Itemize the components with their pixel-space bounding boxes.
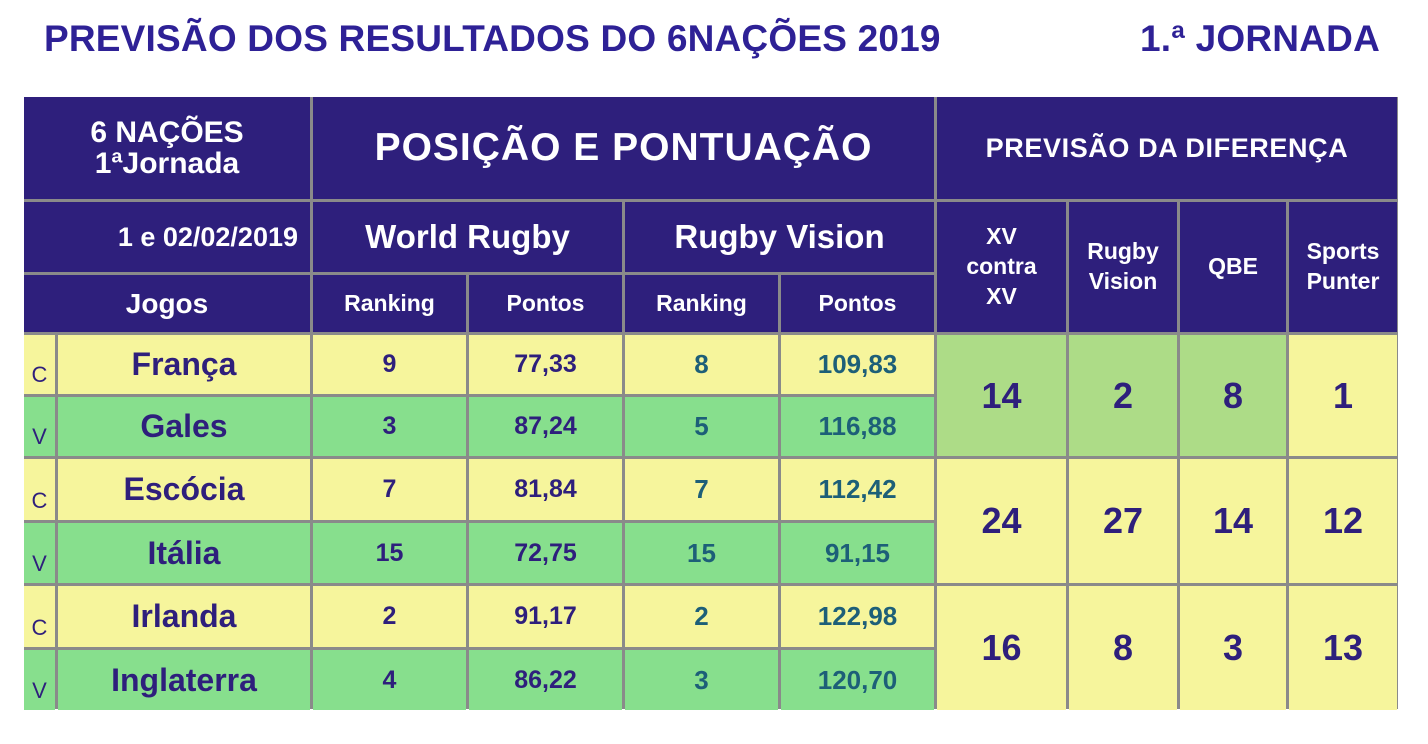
match2-away-wr-points: 72,75: [469, 523, 622, 583]
header-jogos: Jogos: [24, 275, 310, 332]
header-competition: 6 NAÇÕES 1ªJornada: [24, 97, 310, 199]
header-pred-rv-line2: Vision: [1088, 268, 1158, 294]
header-competition-line1: 6 NAÇÕES: [90, 115, 244, 149]
match1-away-wr-points: 87,24: [469, 397, 622, 456]
match2-home-wr-points: 81,84: [469, 459, 622, 520]
header-wr-ranking: Ranking: [313, 275, 466, 332]
match3-away-wr-points: 86,22: [469, 650, 622, 710]
header-date: 1 e 02/02/2019: [24, 202, 310, 272]
match3-home-wr-points: 91,17: [469, 586, 622, 647]
match2-home-wr-ranking: 7: [313, 459, 466, 520]
match1-home-rv-points: 109,83: [781, 335, 934, 394]
match3-pred-sports-punter: 13: [1289, 586, 1397, 710]
predictions-table: 6 NAÇÕES 1ªJornada POSIÇÃO E PONTUAÇÃO P…: [24, 97, 1398, 710]
match3-pred-rugby-vision: 8: [1069, 586, 1177, 710]
match1-home-rv-ranking: 8: [625, 335, 778, 394]
header-prediction-diff: PREVISÃO DA DIFERENÇA: [937, 97, 1397, 199]
page-title: PREVISÃO DOS RESULTADOS DO 6NAÇÕES 2019 …: [44, 14, 1380, 64]
match2-home-rv-points: 112,42: [781, 459, 934, 520]
match2-away-rv-points: 91,15: [781, 523, 934, 583]
match1-pred-xv: 14: [937, 335, 1066, 456]
match1-away-team: Gales: [58, 397, 310, 456]
header-pred-qbe: QBE: [1180, 202, 1286, 332]
match2-pred-qbe: 14: [1180, 459, 1286, 583]
match1-away-rv-ranking: 5: [625, 397, 778, 456]
match1-away-tag: V: [24, 397, 55, 456]
header-pred-xv: XV contra XV: [937, 202, 1066, 332]
match1-away-rv-points: 116,88: [781, 397, 934, 456]
header-rv-pontos: Pontos: [781, 275, 934, 332]
match3-home-rv-points: 122,98: [781, 586, 934, 647]
header-rv-ranking: Ranking: [625, 275, 778, 332]
match2-pred-rugby-vision: 27: [1069, 459, 1177, 583]
match1-away-wr-ranking: 3: [313, 397, 466, 456]
header-pred-rv-line1: Rugby: [1087, 238, 1159, 265]
header-pred-rugby-vision: Rugby Vision: [1069, 202, 1177, 332]
header-wr-pontos: Pontos: [469, 275, 622, 332]
header-pred-qbe-label: QBE: [1208, 253, 1258, 280]
header-competition-line2: 1ªJornada: [94, 147, 240, 180]
match3-away-rv-points: 120,70: [781, 650, 934, 710]
match3-home-wr-ranking: 2: [313, 586, 466, 647]
header-pred-sp-line1: Sports: [1306, 238, 1380, 265]
match1-pred-rugby-vision: 2: [1069, 335, 1177, 456]
match2-away-rv-ranking: 15: [625, 523, 778, 583]
match2-pred-sports-punter: 12: [1289, 459, 1397, 583]
header-world-rugby: World Rugby: [313, 202, 622, 272]
match1-home-tag: C: [24, 335, 55, 394]
header-pred-sp-line2: Punter: [1306, 268, 1380, 294]
match3-pred-xv: 16: [937, 586, 1066, 710]
match3-home-rv-ranking: 2: [625, 586, 778, 647]
match3-away-rv-ranking: 3: [625, 650, 778, 710]
match1-pred-qbe: 8: [1180, 335, 1286, 456]
header-pred-xv-line2: contra: [966, 253, 1037, 280]
title-round: 1.ª JORNADA: [1140, 18, 1380, 59]
title-main: PREVISÃO DOS RESULTADOS DO 6NAÇÕES 2019: [44, 18, 941, 59]
match3-pred-qbe: 3: [1180, 586, 1286, 710]
match2-home-tag: C: [24, 459, 55, 520]
header-position-points: POSIÇÃO E PONTUAÇÃO: [313, 97, 934, 199]
header-rugby-vision: Rugby Vision: [625, 202, 934, 272]
match1-pred-sports-punter: 1: [1289, 335, 1397, 456]
match1-home-team: França: [58, 335, 310, 394]
match2-away-team: Itália: [58, 523, 310, 583]
match3-home-tag: C: [24, 586, 55, 647]
match2-away-wr-ranking: 15: [313, 523, 466, 583]
match2-pred-xv: 24: [937, 459, 1066, 583]
match1-home-wr-points: 77,33: [469, 335, 622, 394]
match2-home-rv-ranking: 7: [625, 459, 778, 520]
match3-away-tag: V: [24, 650, 55, 710]
header-pred-sports-punter: Sports Punter: [1289, 202, 1397, 332]
match2-home-team: Escócia: [58, 459, 310, 520]
match3-away-wr-ranking: 4: [313, 650, 466, 710]
match3-away-team: Inglaterra: [58, 650, 310, 710]
header-pred-xv-line1: XV: [986, 223, 1017, 250]
match1-home-wr-ranking: 9: [313, 335, 466, 394]
match3-home-team: Irlanda: [58, 586, 310, 647]
header-pred-xv-line3: XV: [986, 282, 1017, 309]
match2-away-tag: V: [24, 523, 55, 583]
